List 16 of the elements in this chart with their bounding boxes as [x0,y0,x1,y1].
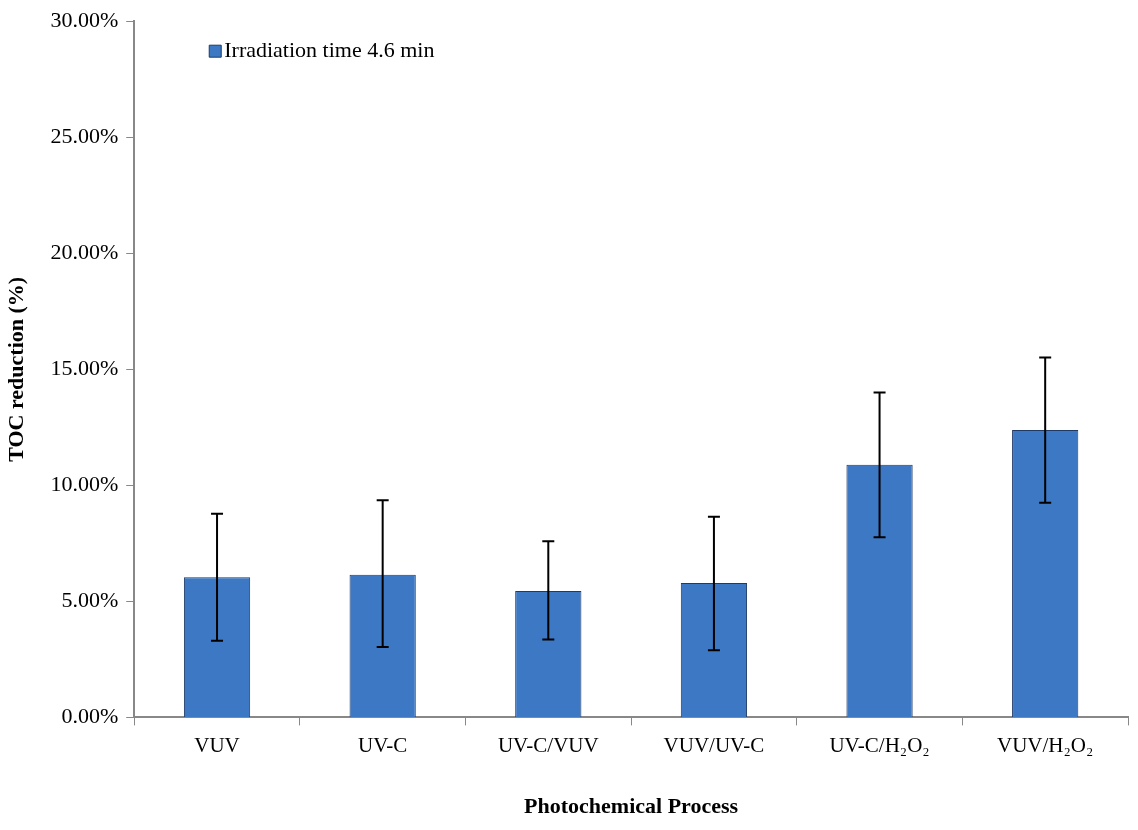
x-tick-label: VUV [194,732,240,757]
y-axis-title: TOC reduction (%) [2,276,28,462]
y-tick-label: 20.00% [50,239,119,265]
legend-label: Irradiation time 4.6 min [224,36,435,62]
y-tick-label: 5.00% [61,587,119,613]
x-tick-label: UV-C [357,732,408,757]
x-axis-title: Photochemical Process [524,793,739,819]
y-tick-label: 0.00% [61,703,119,729]
y-tick-label: 30.00% [50,6,119,32]
x-tick-label: VUV/UV-C [663,732,765,757]
y-tick-label: 10.00% [50,471,119,497]
y-tick-label: 25.00% [50,123,119,149]
x-tick-label: UV-C/H₂O₂ [829,732,930,757]
y-tick-label: 15.00% [50,355,119,381]
x-tick-label: VUV/H₂O₂ [997,732,1094,757]
x-tick-label: UV-C/VUV [497,732,599,757]
